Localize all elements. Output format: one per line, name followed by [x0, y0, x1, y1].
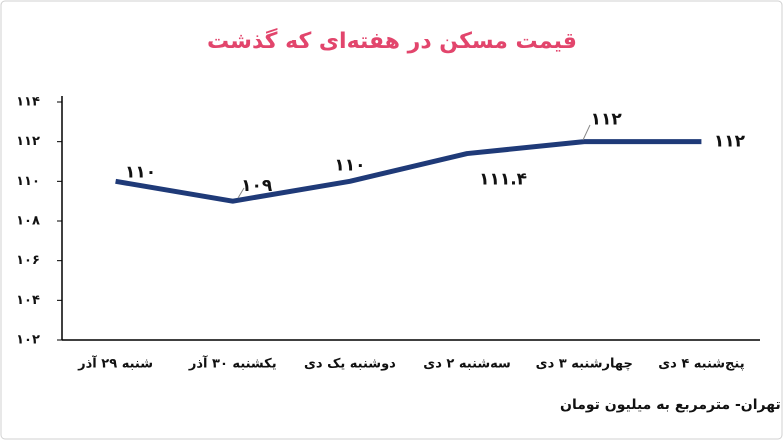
y-tick-label: ۱۰۶	[16, 253, 40, 268]
caption: متوسط قیمت پیشنهادی فروشنده‌های مسکن در …	[560, 397, 783, 413]
data-label: ۱۱۲	[714, 132, 746, 152]
x-tick-label: دوشنبه یک دی	[304, 357, 396, 372]
x-tick-label: شنبه ۲۹ آذر	[77, 355, 153, 372]
chart-title: قیمت مسکن در هفته‌ای که گذشت	[207, 27, 577, 54]
x-tick-label: یکشنبه ۳۰ آذر	[188, 355, 277, 372]
y-tick-label: ۱۱۴	[16, 95, 40, 110]
x-tick-label: چهارشنبه ۳ دی	[536, 357, 633, 372]
data-label: ۱۱۰	[125, 162, 156, 182]
y-tick-label: ۱۰۲	[16, 333, 40, 348]
y-tick-label: ۱۱۰	[16, 174, 40, 189]
leader-line	[582, 124, 591, 141]
x-tick-label: سه‌شنبه ۲ دی	[423, 357, 511, 372]
data-label: ۱۱۲	[591, 110, 623, 130]
y-tick-label: ۱۱۲	[16, 134, 40, 149]
y-tick-label: ۱۰۴	[16, 293, 40, 308]
data-label: ۱۱۱.۴	[479, 170, 527, 190]
y-tick-label: ۱۰۸	[16, 214, 40, 229]
leader-line	[237, 187, 245, 199]
line-series	[115, 139, 702, 204]
data-label: ۱۱۰	[334, 155, 365, 175]
x-tick-label: پنج‌شنبه ۴ دی	[658, 357, 744, 372]
data-label: ۱۰۹	[241, 176, 273, 196]
